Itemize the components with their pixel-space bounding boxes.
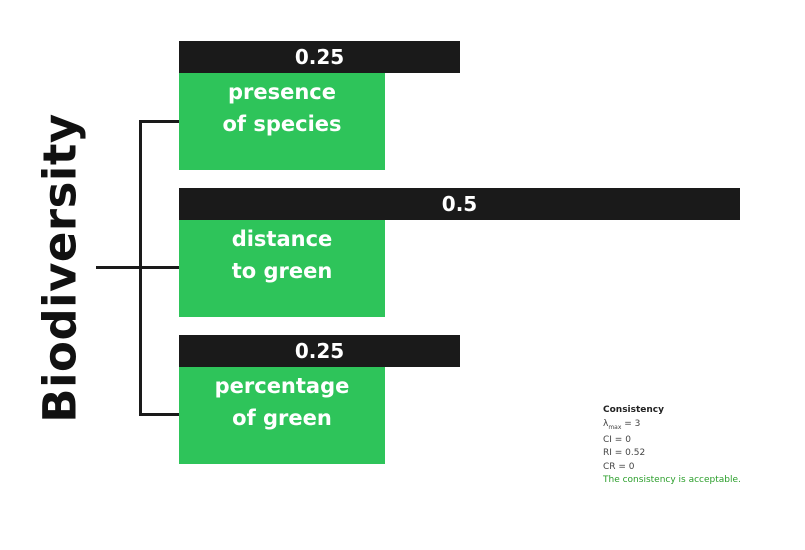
weight-label: 0.5: [441, 192, 478, 216]
criterion-label-line2: to green: [231, 259, 333, 283]
criterion-label-line1: distance: [231, 227, 333, 251]
branch-connector-2: [139, 266, 179, 269]
criterion-box: percentage of green: [179, 367, 385, 464]
weight-bar: 0.25: [179, 335, 460, 367]
branch-connector-3: [139, 413, 179, 416]
root-node-label: Biodiversity: [33, 113, 87, 423]
ri-row: RI = 0.52: [603, 448, 646, 459]
lambda-subscript: max: [608, 423, 622, 431]
lambda-value: = 3: [621, 418, 641, 429]
criterion-label-line1: presence: [227, 80, 336, 104]
criterion-box: presence of species: [179, 73, 385, 170]
lambda-max-row: λmax = 3: [603, 418, 741, 434]
consistency-title: Consistency: [603, 405, 665, 415]
consistency-message: The consistency is acceptable.: [603, 475, 741, 486]
criterion-box: distance to green: [179, 220, 385, 317]
consistency-panel: Consistency λmax = 3 CI = 0 RI = 0.52 CR…: [603, 404, 741, 488]
root-connector: [96, 266, 141, 269]
ci-row: CI = 0: [603, 434, 631, 445]
cr-row: CR = 0: [603, 461, 635, 472]
weight-label: 0.25: [294, 339, 345, 363]
weight-bar: 0.5: [179, 188, 740, 220]
branch-connector-1: [139, 120, 179, 123]
lambda-symbol: λ: [603, 418, 609, 429]
weight-label: 0.25: [294, 45, 345, 69]
criterion-label-line1: percentage: [214, 374, 350, 398]
weight-bar: 0.25: [179, 41, 460, 73]
criterion-label-line2: of species: [222, 112, 342, 136]
criterion-label-line2: of green: [232, 406, 332, 430]
